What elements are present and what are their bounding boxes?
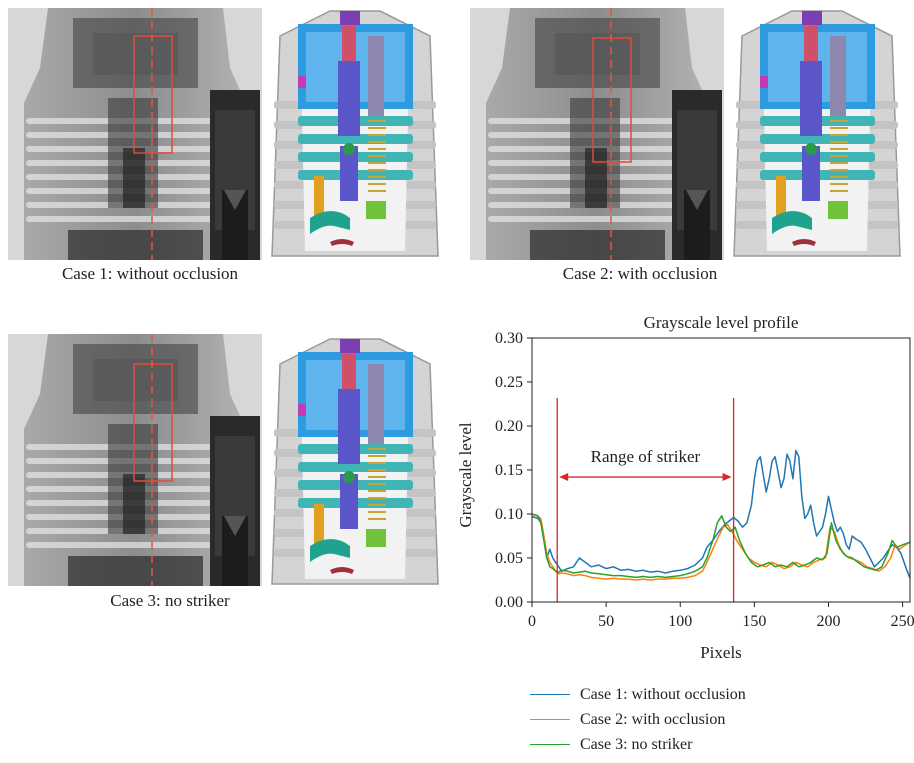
series-line-case1 [531,449,911,579]
case3-roi-box [133,363,173,482]
case3-caption: Case 3: no striker [110,591,230,610]
case3-zoom-inset [210,416,260,586]
y-tick-label: 0.10 [495,506,523,523]
case1-xray-image [8,8,262,260]
striker-range-arrowhead-right [722,473,732,482]
case1-roi-box [133,35,173,154]
y-tick-label: 0.30 [495,330,523,347]
grayscale-profile-chart: Grayscale level profile Range of striker… [456,313,914,662]
case2-roi-box [592,37,632,163]
chart-legend: Case 1: without occlusion Case 2: with o… [530,682,746,757]
legend-item-case1: Case 1: without occlusion [530,682,746,707]
case2-xray-image [470,8,724,260]
series-line-case2 [531,513,911,581]
legend-label-case2: Case 2: with occlusion [580,710,726,728]
plot-area: Range of striker 0 50 100 150 200 250 0.00 0.05 0… [495,330,914,630]
legend-item-case2: Case 2: with occlusion [530,707,746,732]
x-axis-label: Pixels [700,643,742,662]
legend-swatch-case3 [530,744,570,745]
case2-cutaway-model [732,6,904,260]
case2-caption: Case 2: with occlusion [562,264,718,283]
chart-title: Grayscale level profile [644,313,799,332]
legend-item-case3: Case 3: no striker [530,732,746,757]
x-tick-label: 0 [528,613,536,630]
legend-label-case1: Case 1: without occlusion [580,685,746,703]
legend-swatch-case2 [530,719,570,720]
case2-zoom-inset [672,90,722,260]
case3-xray-image [8,334,262,586]
striker-range-arrowhead-left [559,473,569,482]
x-tick-label: 250 [891,613,914,630]
legend-swatch-case1 [530,694,570,695]
x-tick-label: 100 [668,613,692,630]
y-axis-label: Grayscale level [456,422,475,528]
case1-caption: Case 1: without occlusion [61,264,239,283]
case1-cutaway-model [270,6,442,260]
series-line-case3 [531,513,911,579]
x-tick-label: 200 [816,613,840,630]
legend-label-case3: Case 3: no striker [580,735,693,753]
x-tick-label: 50 [598,613,614,630]
y-tick-label: 0.15 [495,462,523,479]
y-tick-label: 0.25 [495,374,523,391]
case3-cutaway-model [270,334,442,588]
y-tick-label: 0.05 [495,550,523,567]
case1-zoom-inset [210,90,260,260]
x-tick-label: 150 [742,613,766,630]
y-tick-label: 0.20 [495,418,523,435]
y-tick-label: 0.00 [495,594,523,611]
plot-frame [531,337,911,603]
striker-range-label: Range of striker [591,447,701,466]
